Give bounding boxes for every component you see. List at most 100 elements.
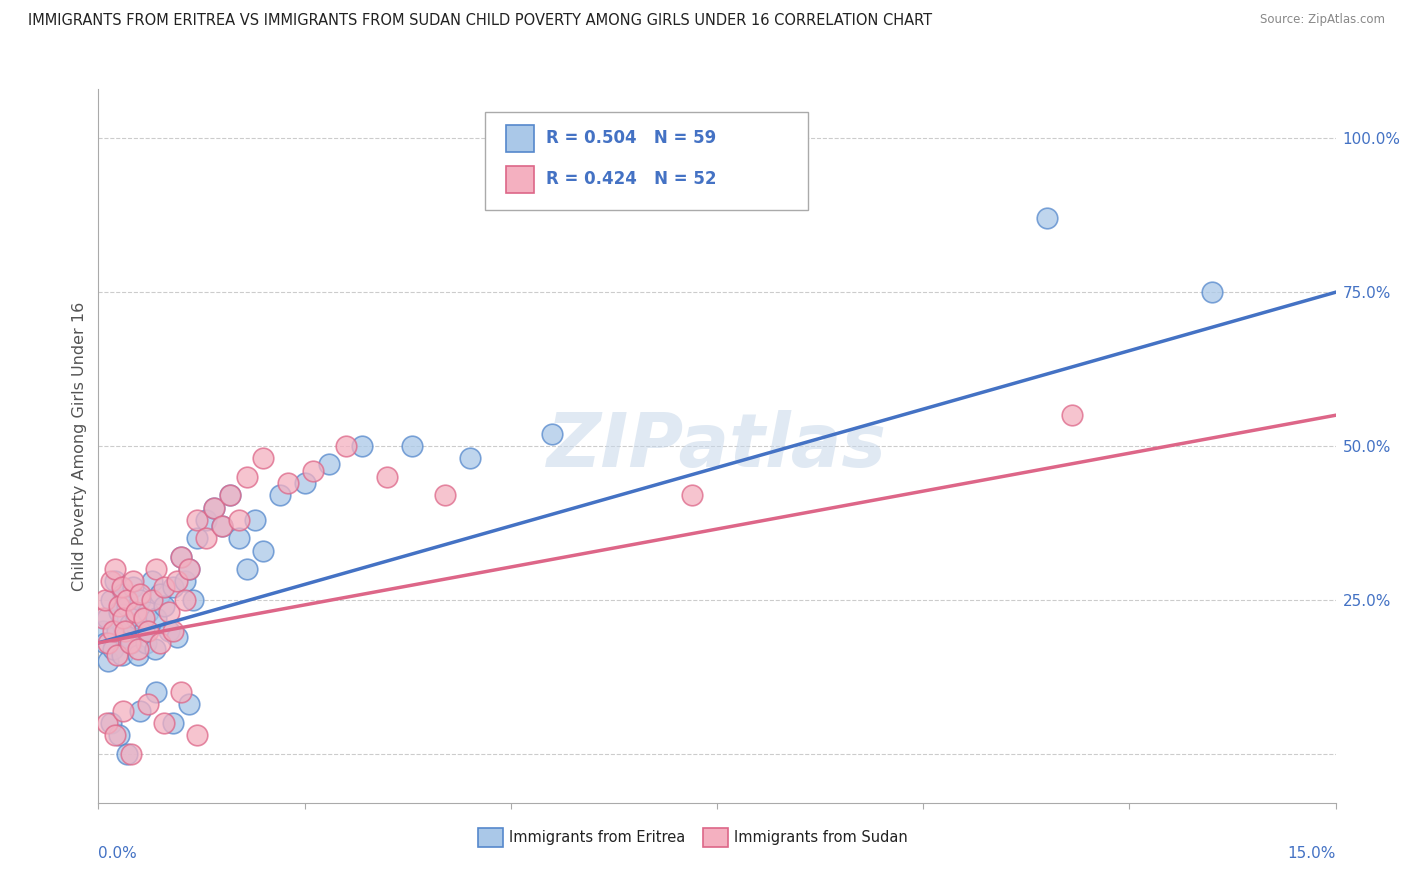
Point (194, 531, 217, 545)
Point (94, 636, 117, 650)
Point (100, 592, 122, 607)
Text: IMMIGRANTS FROM ERITREA VS IMMIGRANTS FROM SUDAN CHILD POVERTY AMONG GIRLS UNDER: IMMIGRANTS FROM ERITREA VS IMMIGRANTS FR… (28, 13, 932, 29)
Point (91, 624, 114, 638)
Point (211, 519, 233, 533)
Point (211, 519, 233, 533)
Point (166, 630, 188, 644)
Point (103, 642, 125, 657)
Text: R = 0.504   N = 59: R = 0.504 N = 59 (546, 129, 716, 147)
Point (1201, 285, 1223, 300)
Point (681, 488, 703, 502)
Point (145, 562, 167, 576)
Point (127, 642, 149, 657)
Point (124, 605, 146, 619)
Point (170, 549, 193, 564)
Point (135, 636, 157, 650)
Point (252, 543, 274, 558)
Point (228, 531, 250, 545)
Point (128, 587, 150, 601)
Point (294, 475, 316, 490)
Point (117, 599, 139, 613)
Point (114, 630, 136, 644)
Point (128, 704, 150, 718)
Point (108, 599, 131, 613)
Point (181, 592, 204, 607)
Point (162, 581, 184, 595)
Point (112, 587, 135, 601)
Text: Source: ZipAtlas.com: Source: ZipAtlas.com (1260, 13, 1385, 27)
Point (132, 624, 155, 638)
Point (1060, 409, 1083, 423)
Point (127, 648, 149, 662)
Point (110, 648, 132, 662)
Point (124, 611, 146, 625)
Point (132, 611, 155, 625)
Point (186, 513, 208, 527)
Point (145, 611, 167, 625)
Text: ZIPatlas: ZIPatlas (547, 409, 887, 483)
Point (157, 605, 180, 619)
Point (97, 654, 120, 668)
Point (236, 562, 259, 576)
Point (458, 451, 481, 466)
Point (114, 624, 136, 638)
Point (186, 728, 208, 742)
Point (96, 611, 118, 625)
Point (136, 624, 159, 638)
Point (302, 464, 325, 478)
Point (228, 513, 250, 527)
Point (120, 636, 142, 650)
Point (149, 587, 172, 601)
Point (179, 562, 201, 576)
Point (94, 592, 117, 607)
Point (153, 599, 176, 613)
Point (145, 685, 167, 699)
Point (157, 624, 180, 638)
Point (149, 636, 172, 650)
Text: 0.0%: 0.0% (98, 846, 138, 861)
Point (318, 458, 340, 472)
Point (433, 488, 456, 502)
Point (352, 439, 374, 453)
Point (170, 549, 193, 564)
Point (141, 592, 163, 607)
Y-axis label: Child Poverty Among Girls Under 16: Child Poverty Among Girls Under 16 (72, 301, 87, 591)
Point (153, 581, 176, 595)
Point (104, 574, 127, 589)
Point (202, 500, 225, 515)
Point (100, 574, 122, 589)
Point (112, 611, 135, 625)
Point (118, 617, 141, 632)
Point (162, 624, 184, 638)
Point (375, 469, 398, 483)
Point (401, 439, 423, 453)
Point (118, 636, 141, 650)
Point (100, 715, 122, 730)
Point (117, 747, 139, 761)
Point (96, 715, 118, 730)
Text: 15.0%: 15.0% (1288, 846, 1336, 861)
Point (97, 636, 120, 650)
Point (335, 439, 357, 453)
Point (143, 642, 166, 657)
Point (252, 451, 274, 466)
Point (1036, 211, 1059, 226)
Text: Immigrants from Sudan: Immigrants from Sudan (734, 830, 908, 845)
Point (105, 648, 128, 662)
Point (104, 562, 127, 576)
Point (110, 581, 132, 595)
Point (541, 426, 564, 441)
Point (194, 513, 217, 527)
Point (104, 728, 127, 742)
Point (202, 500, 225, 515)
Point (174, 592, 197, 607)
Point (219, 488, 242, 502)
Point (174, 574, 197, 589)
Point (108, 605, 131, 619)
Point (179, 562, 201, 576)
Point (136, 605, 159, 619)
Point (236, 469, 259, 483)
Point (170, 685, 193, 699)
Point (141, 574, 163, 589)
Point (136, 698, 159, 712)
